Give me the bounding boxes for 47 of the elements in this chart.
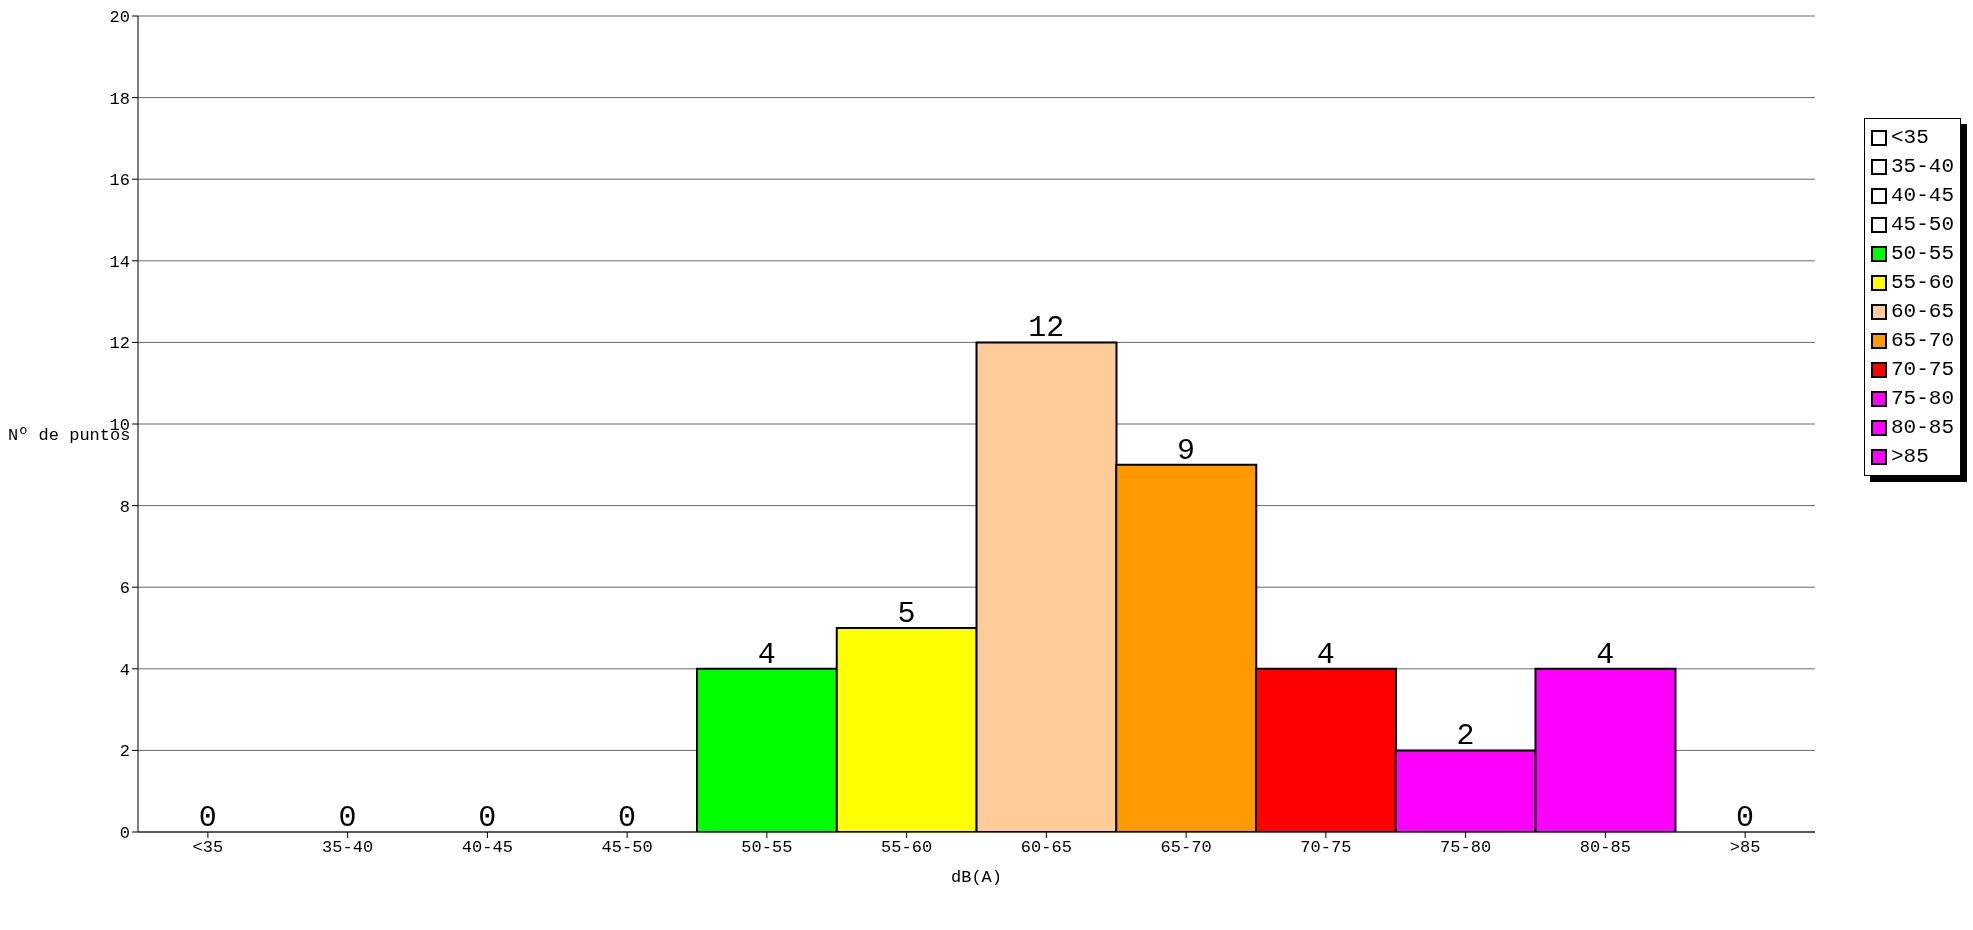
legend-label: 60-65: [1890, 300, 1954, 323]
x-tick-label: 35-40: [322, 838, 374, 858]
x-tick-label: 80-85: [1579, 838, 1631, 858]
x-tick-label: 70-75: [1300, 838, 1352, 858]
x-tick-label: 65-70: [1160, 838, 1212, 858]
x-tick-label: 60-65: [1020, 838, 1072, 858]
data-label: 0: [478, 801, 497, 835]
y-tick-label: 18: [109, 89, 130, 109]
data-label: 0: [338, 801, 357, 835]
data-label: 5: [897, 597, 916, 631]
legend-label: 50-55: [1890, 242, 1954, 265]
legend-label: 75-80: [1890, 387, 1954, 410]
data-label: 0: [1736, 801, 1755, 835]
legend-label: 40-45: [1890, 184, 1954, 207]
legend-label: 70-75: [1890, 358, 1954, 381]
legend-label: 65-70: [1890, 329, 1954, 352]
y-tick-label: 6: [119, 579, 130, 599]
data-label: 4: [1596, 637, 1615, 672]
data-label: 9: [1177, 433, 1196, 468]
data-label: 4: [757, 637, 776, 672]
data-label: 12: [1028, 311, 1065, 346]
x-tick-label: 55-60: [881, 838, 933, 858]
x-tick-label: 40-45: [461, 838, 513, 858]
x-tick-label: <35: [192, 838, 224, 858]
legend-label: <35: [1890, 126, 1929, 149]
legend-label: 80-85: [1890, 416, 1954, 439]
y-tick-label: 20: [109, 8, 130, 28]
y-tick-label: 16: [109, 171, 130, 191]
legend-label: 55-60: [1890, 271, 1954, 294]
y-tick-label: 0: [119, 824, 130, 844]
data-label: 4: [1316, 637, 1335, 672]
y-tick-label: 14: [109, 252, 130, 272]
x-tick-label: 45-50: [601, 838, 653, 858]
data-label: 0: [618, 801, 637, 835]
legend-label: >85: [1890, 445, 1929, 468]
x-tick-label: >85: [1729, 838, 1761, 858]
legend-label: 35-40: [1890, 155, 1954, 178]
y-tick-label: 4: [119, 660, 130, 680]
data-label: 0: [198, 801, 217, 835]
legend-label: 45-50: [1890, 213, 1954, 236]
y-tick-label: 12: [109, 334, 130, 354]
y-tick-label: 8: [119, 497, 130, 517]
y-tick-label: 2: [119, 742, 130, 762]
x-tick-label: 75-80: [1440, 838, 1492, 858]
x-tick-label: 50-55: [741, 838, 793, 858]
x-axis-title: dB(A): [950, 868, 1003, 887]
data-label: 2: [1456, 719, 1475, 754]
